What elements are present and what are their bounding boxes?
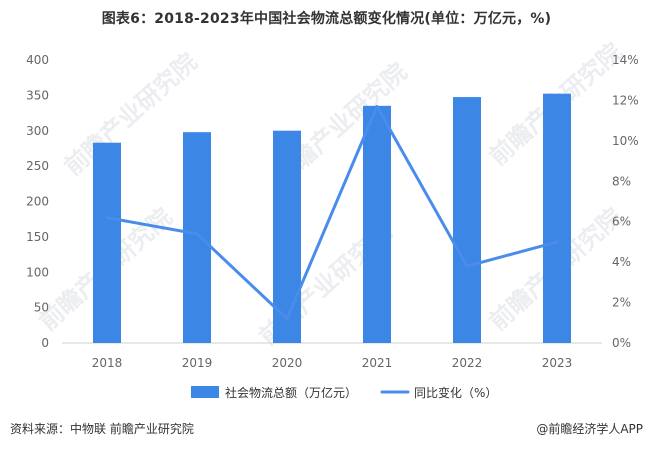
x-axis-tick-label: 2023 bbox=[542, 356, 573, 370]
right-axis-tick-label: 4% bbox=[612, 255, 631, 269]
x-axis-tick-label: 2020 bbox=[272, 356, 303, 370]
brand-note: @前瞻经济学人APP bbox=[536, 422, 643, 436]
legend-bar-swatch bbox=[191, 386, 219, 398]
x-axis-tick-label: 2019 bbox=[182, 356, 213, 370]
left-axis-tick-label: 250 bbox=[26, 159, 49, 173]
left-axis-tick-label: 300 bbox=[26, 124, 49, 138]
source-note: 资料来源：中物联 前瞻产业研究院 bbox=[10, 422, 194, 436]
left-axis-tick-label: 200 bbox=[26, 195, 49, 209]
x-axis-tick-label: 2022 bbox=[452, 356, 483, 370]
right-axis-tick-label: 2% bbox=[612, 296, 631, 310]
bar bbox=[273, 130, 301, 343]
left-axis-tick-label: 150 bbox=[26, 230, 49, 244]
left-axis-tick-label: 400 bbox=[26, 53, 49, 67]
left-axis-tick-label: 50 bbox=[34, 301, 49, 315]
legend-line-label: 同比变化（%） bbox=[414, 385, 497, 400]
bar bbox=[453, 97, 481, 343]
legend-bar-label: 社会物流总额（万亿元） bbox=[225, 385, 357, 400]
left-axis-tick-label: 350 bbox=[26, 88, 49, 102]
right-axis-tick-label: 10% bbox=[612, 134, 639, 148]
chart-title: 图表6：2018-2023年中国社会物流总额变化情况(单位：万亿元，%) bbox=[101, 11, 552, 27]
x-axis-tick-label: 2018 bbox=[92, 356, 123, 370]
left-axis-tick-label: 100 bbox=[26, 265, 49, 279]
bar bbox=[363, 105, 391, 343]
x-axis-tick-label: 2021 bbox=[362, 356, 393, 370]
right-axis-tick-label: 0% bbox=[612, 336, 631, 350]
bar bbox=[543, 93, 571, 343]
bar bbox=[183, 132, 211, 343]
bar bbox=[93, 142, 121, 343]
right-axis-tick-label: 14% bbox=[612, 53, 639, 67]
right-axis-tick-label: 8% bbox=[612, 174, 631, 188]
right-axis-tick-label: 6% bbox=[612, 215, 631, 229]
right-axis-tick-label: 12% bbox=[612, 93, 639, 107]
line-series bbox=[105, 104, 559, 321]
left-axis-tick-label: 0 bbox=[41, 336, 49, 350]
